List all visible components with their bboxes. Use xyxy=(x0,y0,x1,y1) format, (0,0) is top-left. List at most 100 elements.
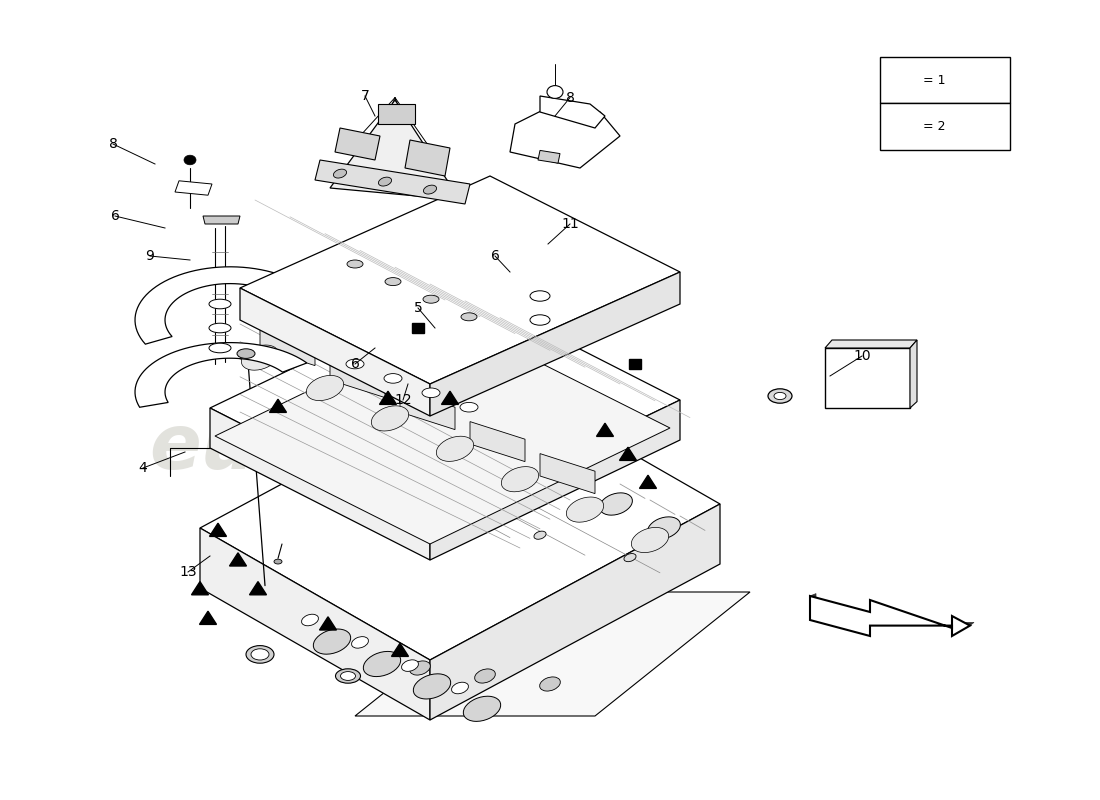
Ellipse shape xyxy=(460,402,478,412)
Text: 5: 5 xyxy=(414,301,422,315)
Ellipse shape xyxy=(236,349,255,358)
Text: 7: 7 xyxy=(361,89,370,103)
Polygon shape xyxy=(405,140,450,176)
Text: 11: 11 xyxy=(561,217,579,231)
Text: 8: 8 xyxy=(565,90,574,105)
Polygon shape xyxy=(952,622,974,626)
Ellipse shape xyxy=(241,345,278,370)
Ellipse shape xyxy=(372,406,409,431)
Ellipse shape xyxy=(631,527,669,553)
Ellipse shape xyxy=(414,674,451,699)
Polygon shape xyxy=(319,617,337,630)
Polygon shape xyxy=(209,523,227,536)
Ellipse shape xyxy=(768,389,792,403)
Polygon shape xyxy=(470,422,525,462)
Ellipse shape xyxy=(274,559,282,564)
Text: = 1: = 1 xyxy=(923,74,946,86)
Ellipse shape xyxy=(333,169,346,178)
Ellipse shape xyxy=(551,469,584,491)
Ellipse shape xyxy=(648,517,681,539)
Polygon shape xyxy=(210,408,430,560)
Ellipse shape xyxy=(452,682,469,694)
Polygon shape xyxy=(191,582,209,595)
Ellipse shape xyxy=(306,375,343,401)
Polygon shape xyxy=(400,390,455,430)
Polygon shape xyxy=(260,326,315,366)
Ellipse shape xyxy=(354,486,366,494)
Polygon shape xyxy=(135,342,307,407)
Ellipse shape xyxy=(209,299,231,309)
Text: 9: 9 xyxy=(145,249,154,263)
Polygon shape xyxy=(540,454,595,494)
Ellipse shape xyxy=(437,436,474,462)
Ellipse shape xyxy=(475,669,495,683)
Text: = 2: = 2 xyxy=(923,120,946,133)
Polygon shape xyxy=(315,160,470,204)
Text: 12: 12 xyxy=(394,393,411,407)
Ellipse shape xyxy=(264,464,276,472)
Circle shape xyxy=(184,155,196,165)
Ellipse shape xyxy=(774,392,786,400)
Polygon shape xyxy=(430,400,680,560)
Polygon shape xyxy=(330,358,385,398)
Polygon shape xyxy=(510,104,620,168)
Ellipse shape xyxy=(530,291,550,302)
Ellipse shape xyxy=(600,493,632,515)
Polygon shape xyxy=(336,128,380,160)
Bar xyxy=(629,359,641,369)
Ellipse shape xyxy=(409,661,430,675)
Ellipse shape xyxy=(502,466,539,492)
Ellipse shape xyxy=(444,509,456,517)
Text: europar'es: europar'es xyxy=(150,411,610,485)
Polygon shape xyxy=(430,504,720,720)
Polygon shape xyxy=(240,176,680,384)
Polygon shape xyxy=(204,216,240,224)
Ellipse shape xyxy=(402,660,418,671)
Polygon shape xyxy=(538,150,560,163)
Text: 10: 10 xyxy=(854,349,871,363)
Polygon shape xyxy=(230,553,246,566)
Polygon shape xyxy=(825,348,910,408)
Polygon shape xyxy=(135,267,315,344)
Text: 8: 8 xyxy=(109,137,118,151)
Polygon shape xyxy=(825,340,917,348)
Ellipse shape xyxy=(336,669,361,683)
Polygon shape xyxy=(214,320,670,544)
Ellipse shape xyxy=(461,313,477,321)
Ellipse shape xyxy=(363,651,400,677)
Polygon shape xyxy=(240,288,430,416)
Ellipse shape xyxy=(504,445,537,467)
Ellipse shape xyxy=(209,343,231,353)
Ellipse shape xyxy=(463,696,500,722)
Ellipse shape xyxy=(352,637,368,648)
Ellipse shape xyxy=(346,260,363,268)
Polygon shape xyxy=(378,104,415,124)
Polygon shape xyxy=(540,96,605,128)
Ellipse shape xyxy=(378,177,392,186)
Polygon shape xyxy=(392,643,408,656)
Polygon shape xyxy=(199,611,217,624)
Ellipse shape xyxy=(422,388,440,398)
Ellipse shape xyxy=(624,554,636,562)
Polygon shape xyxy=(810,594,816,620)
Ellipse shape xyxy=(301,614,318,626)
Ellipse shape xyxy=(246,646,274,663)
Text: 6: 6 xyxy=(491,249,499,263)
Polygon shape xyxy=(250,582,266,595)
FancyBboxPatch shape xyxy=(880,103,1010,150)
Polygon shape xyxy=(270,399,286,413)
Ellipse shape xyxy=(314,629,351,654)
Text: 6: 6 xyxy=(351,357,360,371)
FancyBboxPatch shape xyxy=(880,57,1010,103)
Ellipse shape xyxy=(251,649,270,660)
Polygon shape xyxy=(355,592,750,716)
Ellipse shape xyxy=(566,497,604,522)
Polygon shape xyxy=(896,71,913,84)
Polygon shape xyxy=(910,340,917,408)
Circle shape xyxy=(547,86,563,98)
Ellipse shape xyxy=(209,323,231,333)
Ellipse shape xyxy=(540,677,560,691)
Bar xyxy=(899,121,912,132)
Polygon shape xyxy=(175,181,212,195)
Ellipse shape xyxy=(346,359,364,369)
